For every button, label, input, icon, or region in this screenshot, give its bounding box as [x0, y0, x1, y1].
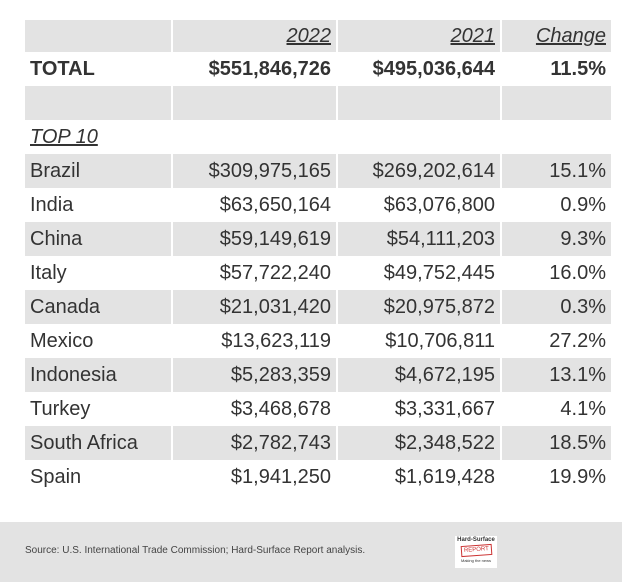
value-2022-cell: $59,149,619 [171, 222, 337, 256]
country-cell: Mexico [30, 329, 94, 352]
footer: Source: U.S. International Trade Commiss… [0, 522, 622, 582]
total-2022: $551,846,726 [171, 52, 337, 86]
total-change: 11.5% [500, 52, 611, 86]
country-cell: India [30, 193, 74, 216]
header-2022: 2022 [286, 24, 332, 47]
country-cell: Italy [30, 261, 67, 284]
imports-table: 2022 2021 Change TOTAL $551,846,726 $495… [25, 20, 611, 494]
header-row: 2022 2021 Change [25, 20, 611, 52]
table-row: India $63,650,164 $63,076,800 0.9% [25, 188, 611, 222]
change-cell: 13.1% [500, 358, 611, 392]
total-row: TOTAL $551,846,726 $495,036,644 11.5% [25, 52, 611, 86]
change-cell: 0.9% [500, 188, 611, 222]
change-cell: 9.3% [500, 222, 611, 256]
value-2022-cell: $309,975,165 [171, 154, 337, 188]
table-row: Brazil $309,975,165 $269,202,614 15.1% [25, 154, 611, 188]
table-row: South Africa $2,782,743 $2,348,522 18.5% [25, 426, 611, 460]
section-label: TOP 10 [30, 125, 98, 148]
value-2022-cell: $2,782,743 [171, 426, 337, 460]
value-2021-cell: $269,202,614 [336, 154, 501, 188]
table-row: Italy $57,722,240 $49,752,445 16.0% [25, 256, 611, 290]
change-cell: 15.1% [500, 154, 611, 188]
table-row: Indonesia $5,283,359 $4,672,195 13.1% [25, 358, 611, 392]
value-2021-cell: $2,348,522 [336, 426, 501, 460]
value-2022-cell: $5,283,359 [171, 358, 337, 392]
country-cell: Turkey [30, 397, 91, 420]
source-note: Source: U.S. International Trade Commiss… [25, 545, 366, 556]
hard-surface-report-logo: Hard-Surface REPORT Making the news [455, 536, 497, 568]
table-row: Spain $1,941,250 $1,619,428 19.9% [25, 460, 611, 494]
total-2021: $495,036,644 [336, 52, 501, 86]
country-cell: Canada [25, 290, 172, 324]
change-cell: 4.1% [500, 392, 611, 426]
value-2022-cell: $21,031,420 [171, 290, 337, 324]
change-cell: 18.5% [500, 426, 611, 460]
value-2022-cell: $63,650,164 [171, 188, 337, 222]
change-cell: 19.9% [500, 460, 611, 494]
country-cell: Indonesia [25, 358, 172, 392]
country-cell: China [25, 222, 172, 256]
table-row: Mexico $13,623,119 $10,706,811 27.2% [25, 324, 611, 358]
value-2022-cell: $57,722,240 [171, 256, 337, 290]
change-cell: 0.3% [500, 290, 611, 324]
value-2021-cell: $63,076,800 [336, 188, 501, 222]
table-row: Turkey $3,468,678 $3,331,667 4.1% [25, 392, 611, 426]
value-2021-cell: $4,672,195 [336, 358, 501, 392]
value-2021-cell: $3,331,667 [336, 392, 501, 426]
value-2022-cell: $1,941,250 [171, 460, 337, 494]
header-change: Change [535, 24, 606, 47]
table-row: Canada $21,031,420 $20,975,872 0.3% [25, 290, 611, 324]
value-2022-cell: $3,468,678 [171, 392, 337, 426]
value-2021-cell: $54,111,203 [336, 222, 501, 256]
spacer-row [25, 86, 611, 120]
section-row: TOP 10 [25, 120, 611, 154]
change-cell: 27.2% [500, 324, 611, 358]
total-label: TOTAL [30, 57, 95, 80]
value-2021-cell: $20,975,872 [336, 290, 501, 324]
change-cell: 16.0% [500, 256, 611, 290]
table-row: China $59,149,619 $54,111,203 9.3% [25, 222, 611, 256]
country-cell: South Africa [25, 426, 172, 460]
value-2022-cell: $13,623,119 [171, 324, 337, 358]
header-2021: 2021 [450, 24, 496, 47]
value-2021-cell: $1,619,428 [336, 460, 501, 494]
country-cell: Brazil [25, 154, 172, 188]
country-cell: Spain [30, 465, 82, 488]
value-2021-cell: $49,752,445 [336, 256, 501, 290]
value-2021-cell: $10,706,811 [336, 324, 501, 358]
